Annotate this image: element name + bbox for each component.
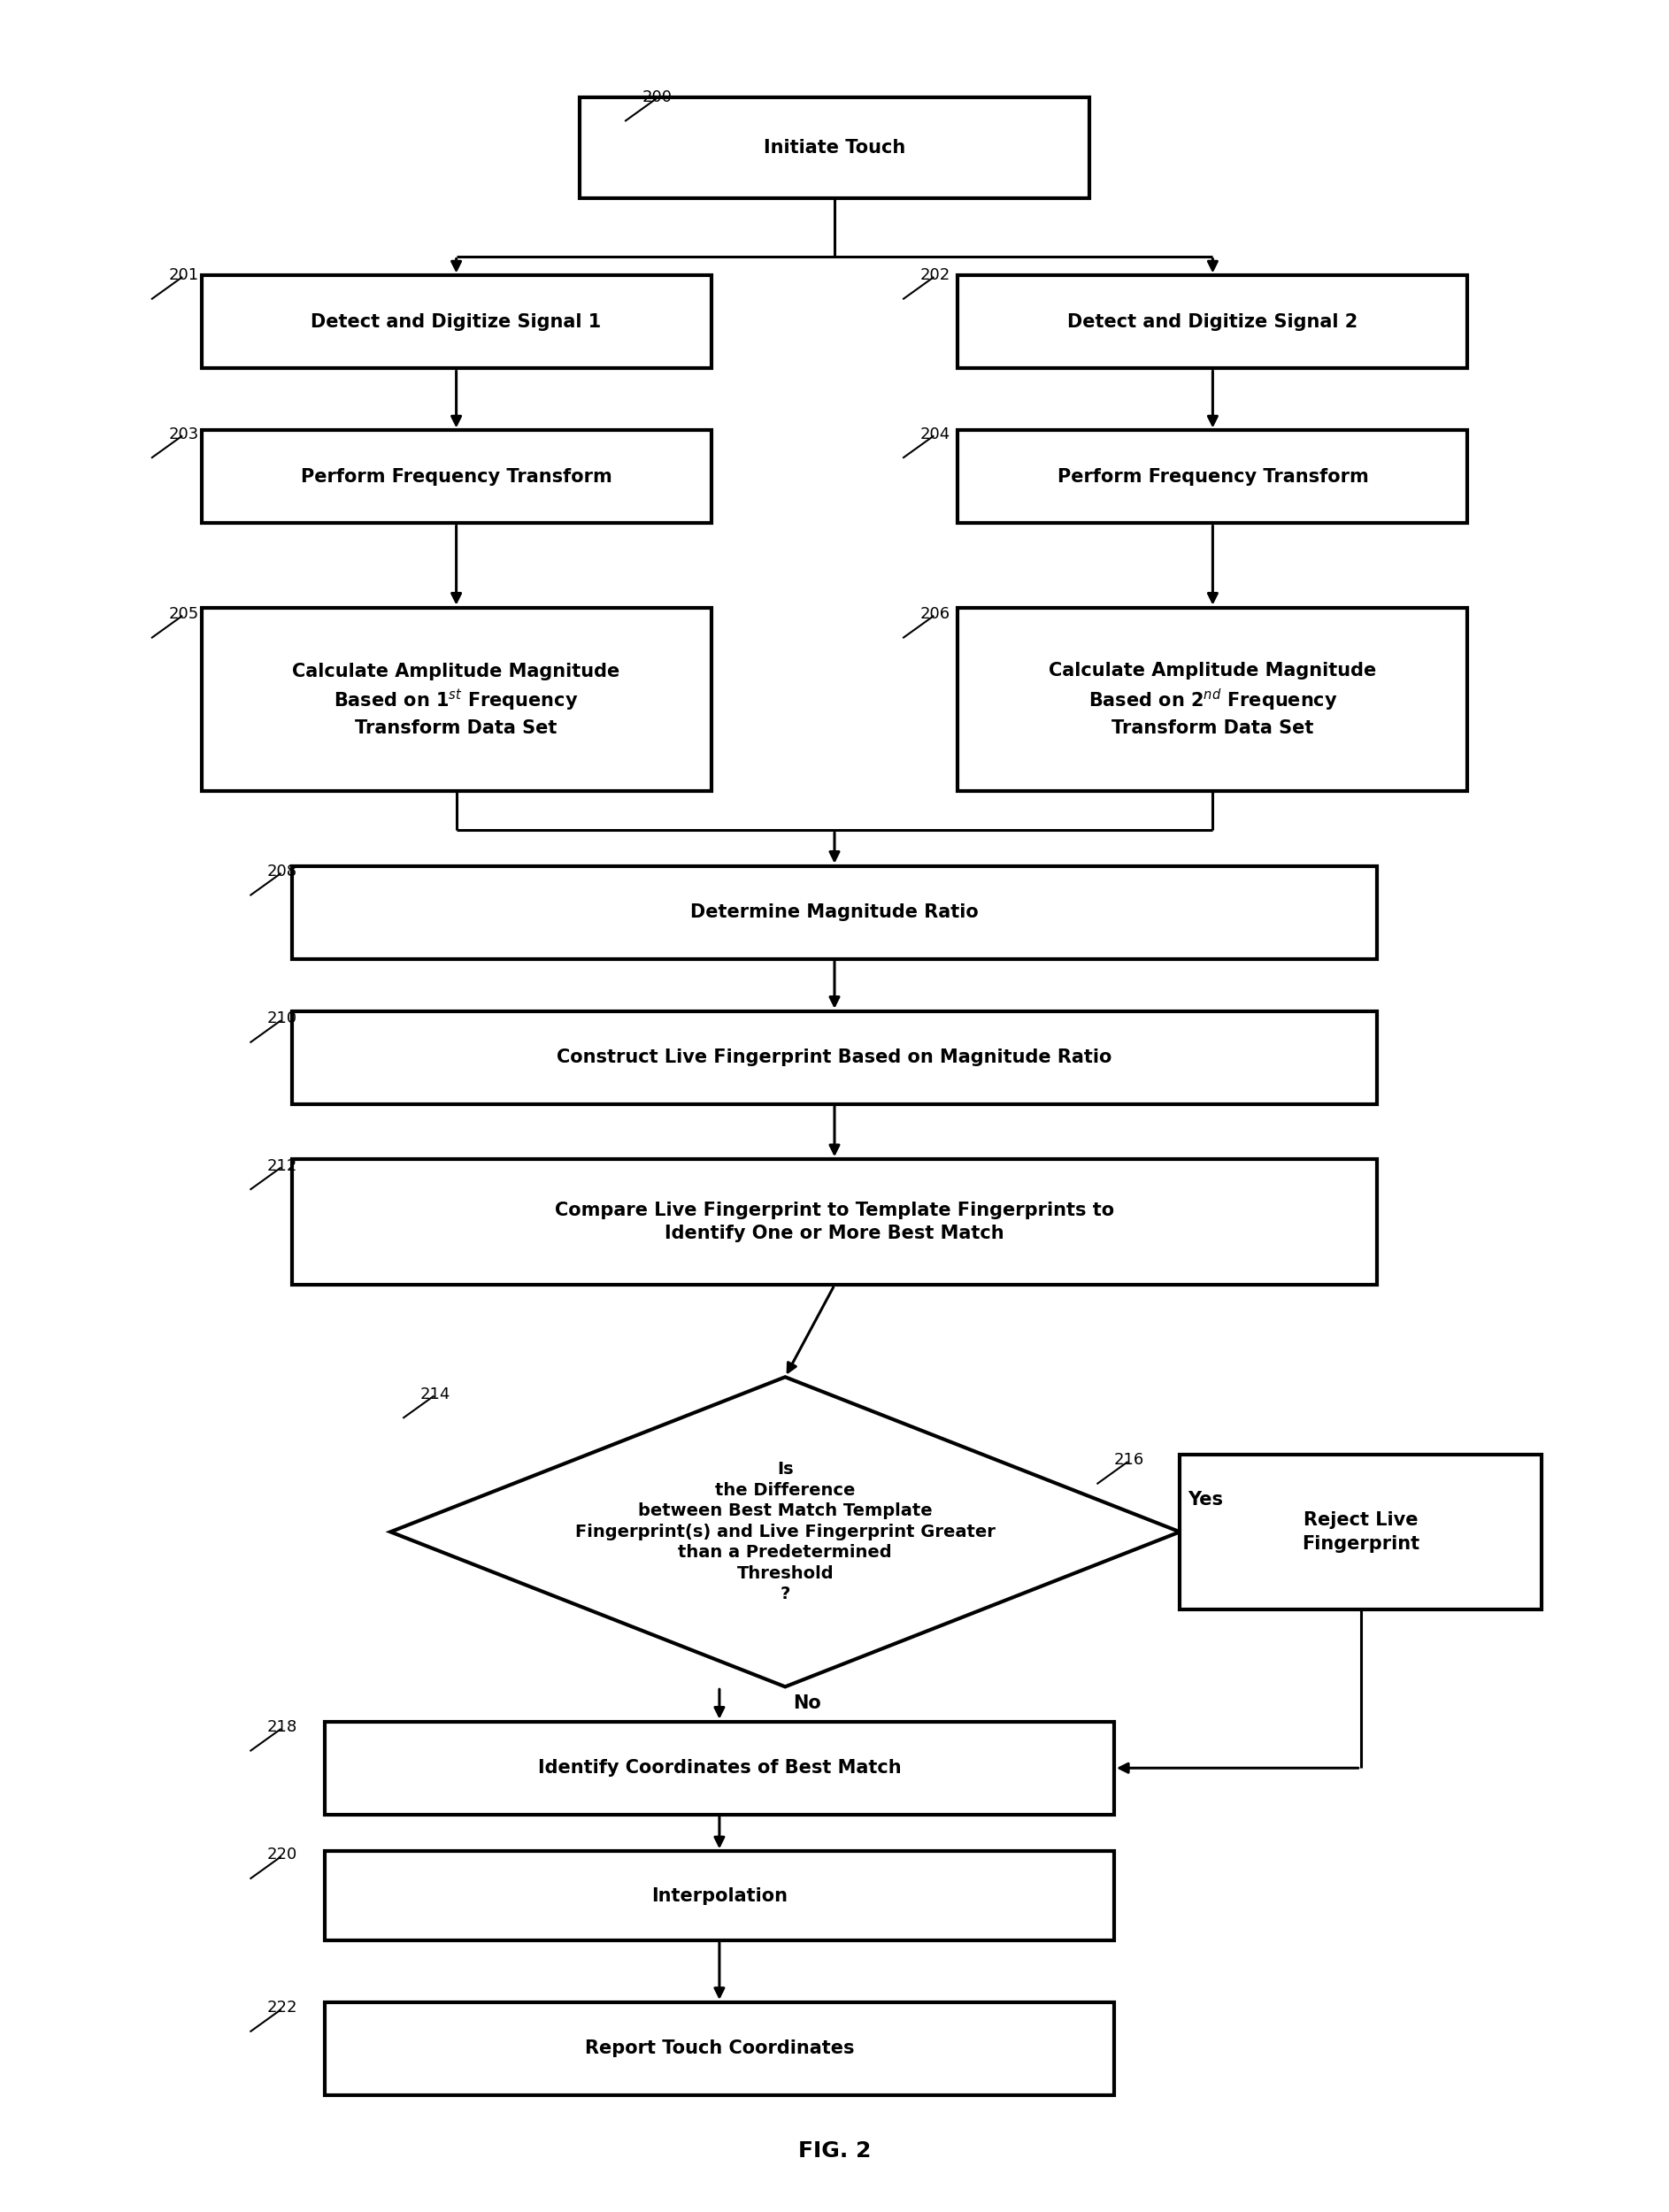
Text: No: No	[793, 1694, 821, 1712]
FancyBboxPatch shape	[958, 608, 1467, 792]
Text: Reject Live
Fingerprint: Reject Live Fingerprint	[1302, 1511, 1420, 1553]
FancyBboxPatch shape	[202, 608, 711, 792]
Text: 201: 201	[169, 268, 199, 283]
FancyBboxPatch shape	[958, 276, 1467, 369]
FancyBboxPatch shape	[325, 1851, 1113, 1940]
Text: Identify Coordinates of Best Match: Identify Coordinates of Best Match	[537, 1759, 901, 1776]
Text: Perform Frequency Transform: Perform Frequency Transform	[1056, 469, 1369, 487]
Text: Construct Live Fingerprint Based on Magnitude Ratio: Construct Live Fingerprint Based on Magn…	[557, 1048, 1112, 1066]
Text: Detect and Digitize Signal 1: Detect and Digitize Signal 1	[310, 314, 601, 332]
Text: 214: 214	[421, 1387, 451, 1402]
Text: 203: 203	[169, 427, 199, 442]
Text: Compare Live Fingerprint to Template Fingerprints to
Identify One or More Best M: Compare Live Fingerprint to Template Fin…	[554, 1201, 1115, 1243]
Text: 216: 216	[1113, 1451, 1145, 1469]
FancyBboxPatch shape	[958, 431, 1467, 524]
Text: 200: 200	[643, 88, 673, 106]
FancyBboxPatch shape	[325, 2002, 1113, 2095]
Text: Interpolation: Interpolation	[651, 1887, 788, 1905]
FancyBboxPatch shape	[202, 431, 711, 524]
Polygon shape	[391, 1378, 1180, 1688]
FancyBboxPatch shape	[1180, 1455, 1542, 1610]
Text: 212: 212	[267, 1157, 297, 1175]
Text: Is
the Difference
between Best Match Template
Fingerprint(s) and Live Fingerprin: Is the Difference between Best Match Tem…	[576, 1462, 995, 1604]
Text: 204: 204	[920, 427, 950, 442]
Text: 202: 202	[920, 268, 950, 283]
Text: Perform Frequency Transform: Perform Frequency Transform	[300, 469, 613, 487]
Text: FIG. 2: FIG. 2	[798, 2141, 871, 2161]
Text: Detect and Digitize Signal 2: Detect and Digitize Signal 2	[1068, 314, 1359, 332]
Text: Determine Magnitude Ratio: Determine Magnitude Ratio	[691, 902, 978, 920]
Text: 210: 210	[267, 1011, 297, 1026]
Text: 206: 206	[920, 606, 950, 622]
Text: Calculate Amplitude Magnitude
Based on 2$^{nd}$ Frequency
Transform Data Set: Calculate Amplitude Magnitude Based on 2…	[1048, 661, 1377, 737]
Text: Calculate Amplitude Magnitude
Based on 1$^{st}$ Frequency
Transform Data Set: Calculate Amplitude Magnitude Based on 1…	[292, 661, 621, 737]
Text: Yes: Yes	[1188, 1491, 1223, 1509]
FancyBboxPatch shape	[325, 1721, 1113, 1814]
FancyBboxPatch shape	[202, 276, 711, 369]
FancyBboxPatch shape	[292, 1011, 1377, 1104]
Text: 220: 220	[267, 1847, 297, 1863]
FancyBboxPatch shape	[292, 1159, 1377, 1285]
Text: Initiate Touch: Initiate Touch	[764, 139, 905, 157]
Text: 218: 218	[267, 1719, 297, 1734]
Text: 205: 205	[169, 606, 199, 622]
Text: Report Touch Coordinates: Report Touch Coordinates	[584, 2039, 855, 2057]
Text: 208: 208	[267, 863, 297, 880]
FancyBboxPatch shape	[292, 865, 1377, 958]
Text: 222: 222	[267, 2000, 297, 2015]
FancyBboxPatch shape	[579, 97, 1090, 199]
